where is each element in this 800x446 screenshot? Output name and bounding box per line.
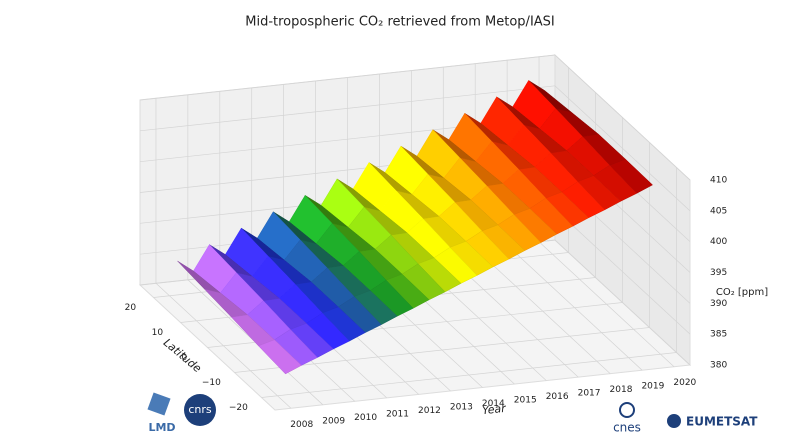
x-tick-label: 2015 bbox=[514, 396, 537, 406]
z-tick-label: 400 bbox=[710, 237, 727, 247]
x-tick-label: 2018 bbox=[610, 385, 633, 395]
x-tick-label: 2009 bbox=[322, 416, 345, 426]
grid-line bbox=[554, 208, 691, 335]
logo-shape bbox=[184, 394, 216, 426]
grid-line bbox=[234, 327, 650, 373]
z-tick-label: 395 bbox=[710, 268, 727, 278]
y-tick-label: 20 bbox=[125, 303, 137, 313]
logo-shape bbox=[667, 414, 681, 428]
x-tick-label: 2013 bbox=[450, 402, 473, 412]
x-axis-label: Year bbox=[482, 402, 508, 418]
logo-shape bbox=[619, 402, 635, 418]
logo-cnrs: cnrs bbox=[184, 394, 216, 426]
x-tick-label: 2011 bbox=[386, 409, 409, 419]
x-tick-label: 2017 bbox=[578, 389, 601, 399]
logo-lmd: LMD bbox=[147, 392, 176, 434]
grid-line bbox=[139, 54, 556, 101]
grid-line bbox=[554, 239, 691, 366]
x-tick-label: 2019 bbox=[641, 382, 664, 392]
x-tick-label: 2012 bbox=[418, 406, 441, 416]
y-tick-label: 0 bbox=[181, 353, 187, 363]
x-tick-label: 2008 bbox=[290, 420, 313, 430]
grid-line bbox=[261, 352, 677, 398]
grid-line bbox=[554, 85, 691, 212]
logo-text: EUMETSAT bbox=[686, 415, 758, 429]
surface bbox=[177, 80, 653, 375]
z-tick-label: 380 bbox=[710, 361, 727, 371]
logo-text: LMD bbox=[148, 421, 175, 434]
chart-title: Mid-tropospheric CO₂ retrieved from Meto… bbox=[245, 15, 555, 30]
logo-eumetsat: EUMETSAT bbox=[667, 414, 758, 429]
z-axis-label: CO₂ [ppm] bbox=[716, 287, 768, 298]
y-tick-label: −10 bbox=[202, 378, 221, 388]
grid-line bbox=[139, 85, 556, 132]
x-tick-label: 2010 bbox=[354, 413, 377, 423]
y-tick-label: −20 bbox=[229, 403, 248, 413]
z-tick-label: 390 bbox=[710, 299, 727, 309]
z-tick-label: 410 bbox=[710, 176, 727, 186]
logo-shape bbox=[147, 392, 171, 416]
z-tick-label: 405 bbox=[710, 206, 727, 216]
x-tick-label: 2020 bbox=[673, 378, 696, 388]
y-tick-label: 10 bbox=[152, 328, 164, 338]
surface-quad bbox=[257, 339, 302, 375]
x-tick-label: 2014 bbox=[482, 399, 505, 409]
logo-text: cnrs bbox=[188, 403, 212, 416]
logo-cnes: cnes bbox=[613, 402, 641, 435]
grid-line bbox=[554, 54, 691, 181]
x-tick-label: 2016 bbox=[546, 392, 569, 402]
z-tick-label: 385 bbox=[710, 330, 727, 340]
logo-text: cnes bbox=[613, 421, 641, 435]
